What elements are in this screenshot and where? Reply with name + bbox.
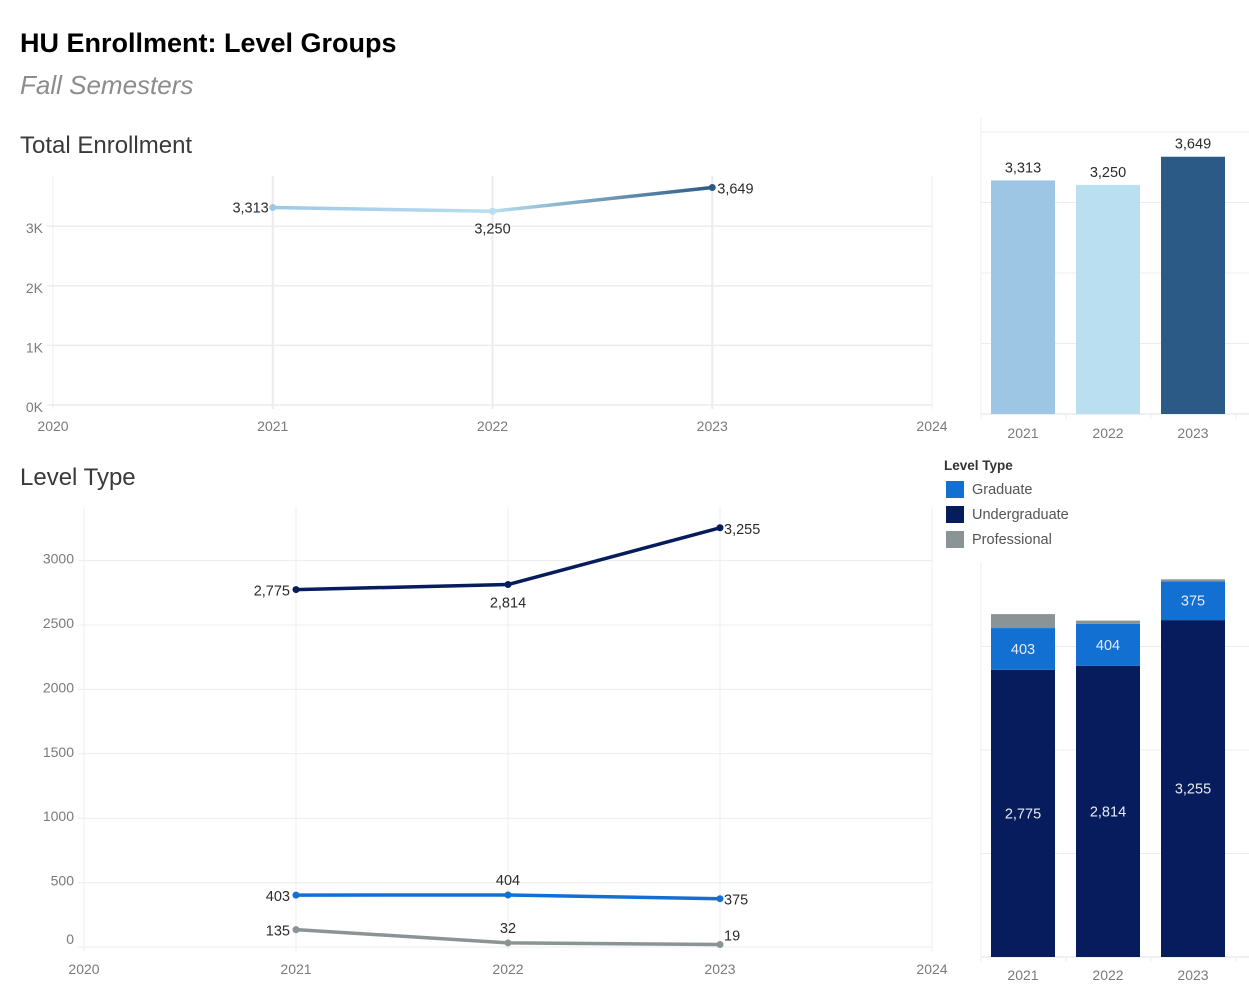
x-tick-label: 2022 [1092,425,1123,441]
data-label-undergraduate: 3,255 [724,522,760,538]
x-tick-label: 2021 [257,418,288,434]
legend-item-professional[interactable]: Professional [944,527,1069,552]
total-bar [1076,184,1140,414]
x-tick-label: 2024 [916,961,947,977]
stacked-segment-graduate [991,628,1055,670]
legend-item-graduate[interactable]: Graduate [944,477,1069,502]
y-tick-label: 3000 [43,551,74,567]
total-bar [1161,156,1225,415]
level-type-stacked-bar-chart: 2,775 403 2021 2,814 404 2022 3,255 375 2023 [980,562,1249,983]
legend-swatch-undergraduate [946,506,964,523]
stacked-label-undergraduate: 3,255 [1175,782,1211,798]
x-tick-label: 2024 [916,418,947,434]
y-tick-label: 2000 [43,679,74,695]
y-tick-label: 1500 [43,744,74,760]
data-point-graduate [504,891,512,899]
total-enrollment-title: Total Enrollment [20,132,193,159]
y-tick-label: 3K [26,220,44,236]
stacked-label-undergraduate: 2,775 [1005,806,1041,822]
x-tick-label: 2021 [1007,967,1038,983]
x-tick-label: 2023 [1177,425,1208,441]
x-tick-label: 2021 [1007,425,1038,441]
level-type-line-chart: 2020 2021 2022 2023 2024 0 500 1000 1500 2000 2500… [43,507,948,977]
total-bar-label: 3,250 [1090,165,1126,181]
total-data-label: 3,313 [232,201,268,217]
x-tick-label: 2023 [704,961,735,977]
data-point-undergraduate [292,586,300,594]
level-type-legend: Level Type Graduate Undergraduate Profes… [944,458,1069,552]
x-tick-label: 2023 [1177,967,1208,983]
legend-swatch-professional [946,531,964,548]
total-bar-label: 3,313 [1005,160,1041,176]
stacked-segment-professional [991,614,1055,629]
data-point-graduate [716,895,724,903]
data-point-professional [716,941,724,949]
x-tick-label: 2021 [280,961,311,977]
level-type-title: Level Type [20,464,136,491]
x-tick-label: 2022 [492,961,523,977]
stacked-label-graduate: 375 [1181,594,1205,610]
y-tick-label: 0K [26,399,44,415]
legend-swatch-graduate [946,481,964,498]
data-label-undergraduate: 2,814 [490,596,526,612]
data-label-graduate: 403 [266,889,290,905]
y-tick-label: 1K [26,339,44,355]
data-point-professional [504,939,512,947]
total-line-segment [271,205,495,214]
x-tick-label: 2022 [1092,967,1123,983]
legend-title: Level Type [944,458,1013,473]
stacked-segment-professional [1076,620,1140,624]
legend-label: Professional [972,531,1052,548]
data-label-professional: 135 [266,924,290,940]
data-point-graduate [292,891,300,899]
total-enrollment-bar-chart: 3,313 2021 3,250 2022 3,649 2023 [980,118,1249,441]
y-tick-label: 500 [51,873,75,889]
y-tick-label: 1000 [43,808,74,824]
legend-label: Graduate [972,481,1033,498]
total-data-point [269,204,277,212]
legend-item-undergraduate[interactable]: Undergraduate [944,502,1069,527]
stacked-segment-undergraduate [1161,620,1225,957]
data-point-undergraduate [716,524,724,532]
stacked-label-graduate: 403 [1011,642,1035,658]
y-tick-label: 2K [26,280,44,296]
total-data-label: 3,649 [717,182,753,198]
stacked-segment-graduate [1076,623,1140,666]
x-tick-label: 2020 [68,961,99,977]
stacked-label-undergraduate: 2,814 [1090,804,1126,820]
legend-label: Undergraduate [972,506,1069,523]
total-data-point [489,207,496,215]
stacked-segment-graduate [1161,581,1225,621]
y-tick-label: 0 [66,931,74,947]
data-label-professional: 32 [500,921,516,937]
x-tick-label: 2022 [477,418,508,434]
total-data-label: 3,250 [474,221,510,237]
total-line-segment [490,185,714,214]
data-label-graduate: 404 [496,873,520,889]
x-tick-label: 2020 [37,418,68,434]
total-bar-label: 3,649 [1175,137,1211,153]
total-enrollment-line-chart: 2020 2021 2022 2023 2024 0K 1K 2K 3K 3,313 3,250 3,… [26,176,948,434]
stacked-segment-professional [1161,579,1225,582]
stacked-segment-undergraduate [991,669,1055,957]
data-label-graduate: 375 [724,893,748,909]
stacked-segment-undergraduate [1076,665,1140,957]
data-point-professional [292,926,300,934]
data-label-undergraduate: 2,775 [254,584,290,600]
x-tick-label: 2023 [697,418,728,434]
data-point-undergraduate [504,581,512,589]
dashboard-title: HU Enrollment: Level Groups [20,28,397,58]
dashboard-subtitle: Fall Semesters [20,70,194,100]
total-bar [991,180,1055,414]
y-tick-label: 2500 [43,615,74,631]
stacked-label-graduate: 404 [1096,638,1120,654]
total-data-point [708,184,716,192]
data-label-professional: 19 [724,929,740,945]
